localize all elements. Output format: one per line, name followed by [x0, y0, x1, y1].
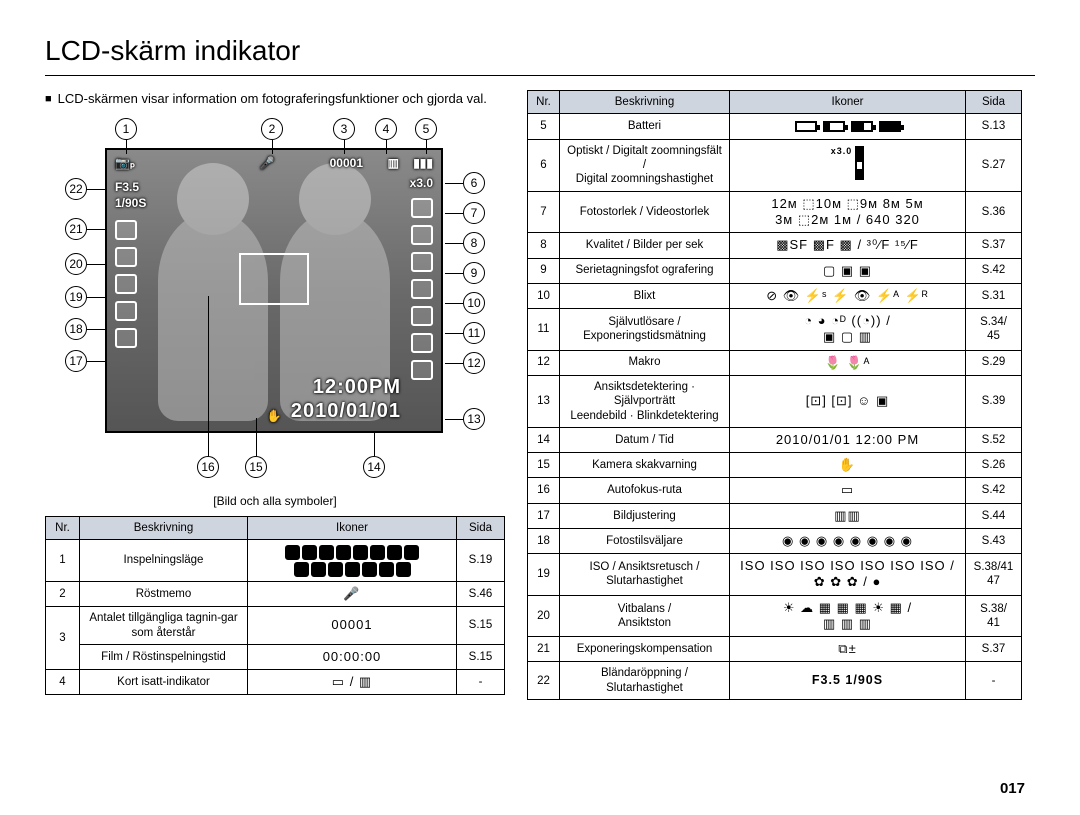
- date-osd: 2010/01/01: [291, 400, 401, 423]
- callout-6: 6: [463, 172, 485, 194]
- th-nr: Nr.: [528, 91, 560, 114]
- callout-5: 5: [415, 118, 437, 140]
- table-row: 12Makro🌷 🌷ᴬS.29: [528, 350, 1022, 375]
- callout-18: 18: [65, 318, 87, 340]
- table-row: 7Fotostorlek / Videostorlek12ᴍ ⬚10ᴍ ⬚9ᴍ …: [528, 191, 1022, 233]
- table-row: 8Kvalitet / Bilder per sek▩SF ▩F ▩ / ³⁰⁄…: [528, 233, 1022, 258]
- table-row: 6Optiskt / Digitalt zoomningsfält /Digit…: [528, 139, 1022, 191]
- table-row: 4 Kort isatt-indikator ▭ / ▥ -: [46, 670, 505, 695]
- callout-7: 7: [463, 202, 485, 224]
- th-icons: Ikoner: [248, 517, 457, 540]
- time-osd: 12:00PM: [313, 376, 401, 399]
- face-icon: [411, 360, 433, 380]
- callout-4: 4: [375, 118, 397, 140]
- th-page: Sida: [457, 517, 505, 540]
- page-number: 017: [1000, 780, 1025, 797]
- table-row: 14Datum / Tid2010/01/01 12:00 PMS.52: [528, 427, 1022, 452]
- callout-9: 9: [463, 262, 485, 284]
- title-rule: [45, 75, 1035, 76]
- table-row: 15Kamera skakvarning✋S.26: [528, 453, 1022, 478]
- ev-icon: [115, 220, 137, 240]
- macro-icon: [411, 333, 433, 353]
- callout-10: 10: [463, 292, 485, 314]
- callout-2: 2: [261, 118, 283, 140]
- page-title: LCD-skärm indikator: [45, 35, 1035, 67]
- iso-icon: [115, 274, 137, 294]
- table-row: 13Ansiktsdetektering · SjälvporträttLeen…: [528, 375, 1022, 427]
- table-row: 3 Antalet tillgängliga tagnin-gar som åt…: [46, 607, 505, 645]
- adjust-icon: [115, 328, 137, 348]
- autofocus-box-icon: [239, 253, 309, 305]
- th-icons: Ikoner: [730, 91, 966, 114]
- timer-icon: [411, 306, 433, 326]
- callout-13: 13: [463, 408, 485, 430]
- left-reference-table: Nr. Beskrivning Ikoner Sida 1 Inspelning…: [45, 516, 505, 695]
- table-row: 20Vitbalans /Ansiktston☀ ☁ ▦ ▦ ▦ ☀ ▦ /▥ …: [528, 595, 1022, 637]
- callout-17: 17: [65, 350, 87, 372]
- lcd-screen: 📷ₚ 🎤 00001 ▥ ▮▮▮ x3.0 F3.5 1/90S: [105, 148, 443, 433]
- size-icon: [411, 198, 433, 218]
- callout-20: 20: [65, 253, 87, 275]
- style-icon: [115, 301, 137, 321]
- callout-14: 14: [363, 456, 385, 478]
- figure-caption: [Bild och alla symboler]: [45, 494, 505, 508]
- lcd-figure: 📷ₚ 🎤 00001 ▥ ▮▮▮ x3.0 F3.5 1/90S: [45, 118, 505, 488]
- flash-icon: [411, 279, 433, 299]
- callout-15: 15: [245, 456, 267, 478]
- wb-icon: [115, 247, 137, 267]
- mic-icon: 🎤: [260, 156, 275, 170]
- table-row: 21Exponeringskompensation⧉±S.37: [528, 637, 1022, 662]
- table-row: Film / Röstinspelningstid 00:00:00 S.15: [46, 644, 505, 669]
- th-page: Sida: [966, 91, 1022, 114]
- table-row: 5BatteriS.13: [528, 114, 1022, 139]
- left-column: ■ LCD-skärmen visar information om fotog…: [45, 90, 505, 700]
- aperture-osd: F3.5: [115, 180, 139, 194]
- table-row: 10Blixt⊘ 👁 ⚡ˢ ⚡ 👁 ⚡ᴬ ⚡ᴿS.31: [528, 283, 1022, 308]
- callout-21: 21: [65, 218, 87, 240]
- shutter-osd: 1/90S: [115, 196, 146, 210]
- right-column: Nr. Beskrivning Ikoner Sida 5BatteriS.13…: [527, 90, 1022, 700]
- callout-1: 1: [115, 118, 137, 140]
- table-row: 2 Röstmemo 🎤 S.46: [46, 581, 505, 606]
- th-desc: Beskrivning: [560, 91, 730, 114]
- table-row: 1 Inspelningsläge S.19: [46, 540, 505, 582]
- table-row: 22Bländaröppning /SlutarhastighetF3.5 1/…: [528, 662, 1022, 700]
- table-row: 11Självutlösare /Exponeringstidsmätning◔…: [528, 309, 1022, 351]
- callout-22: 22: [65, 178, 87, 200]
- left-icon-strip: [115, 220, 137, 348]
- zoom-osd: x3.0: [410, 176, 433, 190]
- intro-paragraph: ■ LCD-skärmen visar information om fotog…: [45, 90, 505, 108]
- th-nr: Nr.: [46, 517, 80, 540]
- callout-8: 8: [463, 232, 485, 254]
- mode-icon: 📷ₚ: [115, 156, 135, 170]
- table-row: 19ISO / Ansiktsretusch /SlutarhastighetI…: [528, 554, 1022, 596]
- table-row: 9Serietagningsfot ografering▢ ▣ ▣S.42: [528, 258, 1022, 283]
- battery-icon: ▮▮▮: [413, 156, 433, 170]
- callout-11: 11: [463, 322, 485, 344]
- callout-12: 12: [463, 352, 485, 374]
- table-row: 17Bildjustering▥▥S.44: [528, 503, 1022, 528]
- table-row: 18Fotostilsväljare◉ ◉ ◉ ◉ ◉ ◉ ◉ ◉S.43: [528, 528, 1022, 553]
- callout-16: 16: [197, 456, 219, 478]
- th-desc: Beskrivning: [80, 517, 248, 540]
- drive-icon: [411, 252, 433, 272]
- callout-3: 3: [333, 118, 355, 140]
- card-icon: ▥: [388, 156, 399, 170]
- bullet-square: ■: [45, 90, 52, 108]
- callout-19: 19: [65, 286, 87, 308]
- quality-icon: [411, 225, 433, 245]
- right-reference-table: Nr. Beskrivning Ikoner Sida 5BatteriS.13…: [527, 90, 1022, 700]
- counter-osd: 00001: [330, 156, 363, 170]
- table-row: 16Autofokus-ruta▭S.42: [528, 478, 1022, 503]
- two-column-layout: ■ LCD-skärmen visar information om fotog…: [45, 90, 1035, 700]
- right-icon-strip: [411, 198, 433, 380]
- mode-icons-cell: [248, 540, 457, 582]
- intro-text: LCD-skärmen visar information om fotogra…: [58, 90, 487, 108]
- shake-icon: ✋: [267, 409, 282, 423]
